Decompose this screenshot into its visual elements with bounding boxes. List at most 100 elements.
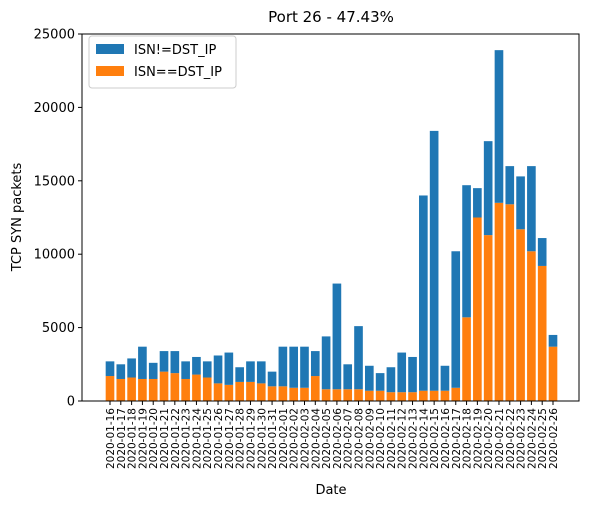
bar-isn-equal-2020-01-25 <box>202 377 212 401</box>
bar-isn-equal-2020-02-12 <box>397 392 407 401</box>
bar-isn-not-equal-2020-02-07 <box>343 364 353 390</box>
x-tick-label: 2020-02-07 <box>343 408 355 469</box>
bar-isn-equal-2020-02-07 <box>343 389 353 401</box>
bar-isn-equal-2020-02-17 <box>451 387 461 401</box>
x-tick-label: 2020-01-23 <box>181 408 193 469</box>
bar-isn-equal-2020-02-21 <box>494 202 504 401</box>
bar-isn-equal-2020-02-01 <box>278 386 288 401</box>
bar-isn-not-equal-2020-01-31 <box>267 371 277 387</box>
x-tick-label: 2020-02-17 <box>451 408 463 469</box>
bar-isn-equal-2020-02-11 <box>386 392 396 401</box>
bar-isn-equal-2020-01-30 <box>256 383 266 401</box>
bar-isn-equal-2020-01-17 <box>116 378 126 401</box>
bar-isn-not-equal-2020-01-28 <box>235 367 244 382</box>
bar-isn-not-equal-2020-01-26 <box>213 355 223 384</box>
y-tick-label: 10000 <box>34 248 75 263</box>
bar-isn-not-equal-2020-02-19 <box>473 188 482 218</box>
bar-isn-not-equal-2020-02-04 <box>310 351 320 377</box>
bar-isn-not-equal-2020-02-20 <box>483 141 493 236</box>
bar-isn-not-equal-2020-02-26 <box>548 334 558 347</box>
bar-isn-equal-2020-02-14 <box>419 390 428 401</box>
x-tick-label: 2020-02-25 <box>537 408 549 469</box>
x-tick-label: 2020-01-24 <box>191 408 203 469</box>
bar-isn-not-equal-2020-02-22 <box>505 166 515 205</box>
legend-box <box>88 35 237 89</box>
bar-isn-equal-2020-02-25 <box>537 265 547 401</box>
bar-isn-not-equal-2020-02-13 <box>408 356 417 393</box>
bar-isn-equal-2020-01-21 <box>159 371 169 401</box>
x-tick-label: 2020-02-14 <box>418 408 430 469</box>
x-tick-label: 2020-02-12 <box>397 408 409 469</box>
bar-isn-not-equal-2020-02-06 <box>332 283 342 390</box>
bar-isn-not-equal-2020-01-30 <box>256 361 266 384</box>
x-tick-label: 2020-02-22 <box>505 408 517 469</box>
x-tick-label: 2020-01-26 <box>213 408 225 469</box>
y-tick-label: 15000 <box>34 174 75 189</box>
x-tick-label: 2020-02-20 <box>483 408 495 469</box>
x-tick-label: 2020-01-17 <box>116 408 128 469</box>
bar-isn-equal-2020-01-19 <box>138 378 147 401</box>
bar-isn-not-equal-2020-02-08 <box>354 326 363 390</box>
bar-isn-equal-2020-01-27 <box>224 384 234 401</box>
bar-isn-not-equal-2020-02-03 <box>300 346 309 388</box>
bar-isn-equal-2020-02-02 <box>289 387 298 401</box>
x-tick-label: 2020-02-02 <box>289 408 301 469</box>
bar-isn-equal-2020-02-22 <box>505 204 515 401</box>
bar-isn-not-equal-2020-01-17 <box>116 364 126 379</box>
x-tick-label: 2020-02-15 <box>429 408 441 469</box>
bar-isn-not-equal-2020-02-12 <box>397 352 407 393</box>
x-tick-label: 2020-02-03 <box>299 408 311 469</box>
x-tick-label: 2020-01-22 <box>170 408 182 469</box>
bar-isn-equal-2020-01-26 <box>213 383 223 401</box>
y-axis: 0 5000 10000 15000 20000 25000 <box>34 28 82 410</box>
bar-isn-equal-2020-02-13 <box>408 392 417 401</box>
x-tick-label: 2020-01-29 <box>245 408 257 469</box>
bar-isn-not-equal-2020-02-01 <box>278 346 288 387</box>
x-tick-label: 2020-01-18 <box>127 408 139 469</box>
bars <box>105 50 558 401</box>
bar-isn-equal-2020-02-26 <box>548 346 558 401</box>
bar-isn-not-equal-2020-02-17 <box>451 251 461 388</box>
x-tick-label: 2020-02-11 <box>386 408 398 469</box>
bar-isn-equal-2020-02-03 <box>300 387 309 401</box>
bar-isn-equal-2020-01-28 <box>235 381 244 401</box>
bar-isn-equal-2020-01-31 <box>267 386 277 401</box>
x-tick-label: 2020-01-19 <box>137 408 149 469</box>
x-tick-label: 2020-01-21 <box>159 408 171 469</box>
bar-isn-equal-2020-02-16 <box>440 390 450 401</box>
x-tick-label: 2020-02-06 <box>332 408 344 469</box>
bar-isn-not-equal-2020-02-21 <box>494 50 504 203</box>
legend: ISN!=DST_IP ISN==DST_IP <box>88 35 237 89</box>
bar-isn-not-equal-2020-02-05 <box>321 336 331 390</box>
bar-isn-not-equal-2020-02-09 <box>365 365 374 391</box>
bar-isn-equal-2020-01-22 <box>170 373 180 401</box>
bar-isn-equal-2020-02-04 <box>310 376 320 401</box>
bar-isn-not-equal-2020-01-20 <box>148 362 158 379</box>
bar-isn-not-equal-2020-02-11 <box>386 367 396 393</box>
x-tick-label: 2020-01-16 <box>105 408 117 469</box>
bar-isn-not-equal-2020-02-02 <box>289 346 298 388</box>
x-tick-label: 2020-02-23 <box>516 408 528 469</box>
bar-isn-not-equal-2020-02-15 <box>429 130 439 391</box>
bar-isn-not-equal-2020-01-22 <box>170 351 180 374</box>
x-tick-label: 2020-02-04 <box>310 408 322 469</box>
x-tick-label: 2020-01-25 <box>202 408 214 469</box>
bar-isn-equal-2020-02-08 <box>354 389 363 401</box>
bar-isn-not-equal-2020-01-18 <box>127 358 136 378</box>
bar-isn-not-equal-2020-02-16 <box>440 365 450 391</box>
bar-isn-not-equal-2020-01-21 <box>159 351 169 372</box>
bar-isn-not-equal-2020-01-24 <box>192 356 201 375</box>
x-tick-label: 2020-02-16 <box>440 408 452 469</box>
bar-isn-equal-2020-02-19 <box>473 217 482 401</box>
x-tick-label: 2020-02-24 <box>526 408 538 469</box>
legend-swatch-isn-equal <box>96 66 124 76</box>
bar-isn-not-equal-2020-01-19 <box>138 346 147 379</box>
bar-isn-equal-2020-01-20 <box>148 378 158 401</box>
bar-isn-equal-2020-01-16 <box>105 376 115 401</box>
bar-isn-not-equal-2020-02-23 <box>516 176 525 230</box>
x-tick-label: 2020-02-26 <box>548 408 560 469</box>
x-tick-label: 2020-02-19 <box>472 408 484 469</box>
x-tick-label: 2020-02-09 <box>364 408 376 469</box>
bar-isn-not-equal-2020-02-10 <box>375 373 385 391</box>
